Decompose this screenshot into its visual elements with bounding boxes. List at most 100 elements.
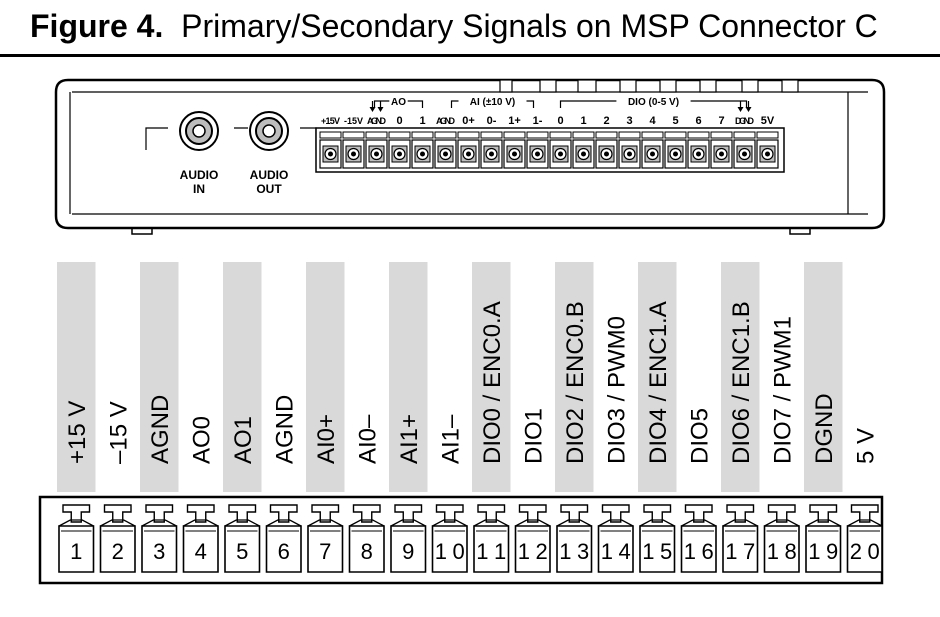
audio-out-label-line2: OUT — [256, 182, 282, 196]
signal-label-13: DIO2 / ENC0.B — [562, 301, 589, 464]
pin-number-1: 1 — [70, 539, 82, 564]
pin-shoulder-3 — [141, 519, 177, 527]
device-foot-left — [131, 228, 153, 235]
pin-body-15 — [639, 525, 676, 573]
group-dio-arrow-head — [745, 107, 752, 112]
group-dio-label: DIO (0-5 V) — [628, 97, 679, 108]
pin-latch-12 — [518, 504, 547, 523]
terminal-screw-center — [328, 151, 333, 157]
terminal-label-20: 5V — [761, 115, 775, 127]
pin-shoulder-13 — [556, 519, 592, 527]
pin-body-10 — [431, 525, 468, 573]
figure-label: Figure 4. — [30, 8, 164, 44]
terminal-screw-center — [673, 151, 678, 157]
terminal-screw-center — [351, 151, 356, 157]
group-ao-arrow-head — [377, 107, 384, 112]
terminal-label-5: 1 — [419, 115, 425, 127]
device-foot-right — [789, 228, 811, 235]
pin-number-5: 5 — [236, 539, 248, 564]
terminal-label-16: 5 — [672, 115, 678, 127]
signal-label-17: DIO6 / ENC1.B — [728, 301, 755, 464]
device-tab — [539, 79, 557, 93]
pin-body-19 — [805, 525, 842, 573]
pin-body-13 — [556, 525, 593, 573]
group-ao-label: AO — [391, 97, 406, 108]
terminal-latch — [388, 131, 411, 139]
signal-label-6: AGND — [271, 395, 298, 464]
terminal-screw-center — [696, 151, 701, 157]
pin-number-2: 2 — [112, 539, 124, 564]
pin-shoulder-8 — [349, 519, 385, 527]
signal-shade-5 — [223, 262, 262, 492]
pin-shoulder-12 — [515, 519, 551, 527]
pin-body-6 — [265, 525, 302, 573]
pin-number-9: 9 — [402, 539, 414, 564]
group-ai: AI (±10 V) — [450, 95, 535, 108]
device-tab — [659, 79, 677, 93]
device-tab — [699, 79, 717, 93]
pin-latch-14 — [601, 504, 630, 523]
terminal-latch — [526, 131, 549, 139]
pin-body-17 — [722, 525, 759, 573]
signal-shade-19 — [804, 262, 843, 492]
terminal-label-13: 2 — [603, 115, 609, 127]
terminal-screw-center — [581, 151, 586, 157]
pin-body-18 — [763, 525, 800, 573]
terminal-label-15: 4 — [649, 115, 656, 127]
terminal-label-7: 0+ — [462, 115, 475, 127]
pin-body-12 — [514, 525, 551, 573]
signal-label-20: 5 V — [852, 428, 879, 464]
pin-body-7 — [307, 525, 344, 573]
device-tab — [741, 79, 759, 93]
device-tab — [577, 79, 597, 93]
terminal-screw-center — [512, 151, 517, 157]
terminal-latch — [664, 131, 687, 139]
pin-latch-8 — [352, 504, 381, 523]
terminal-label-2: -15V — [344, 116, 363, 126]
terminal-latch — [457, 131, 480, 139]
device-tab — [499, 79, 513, 93]
audio-in-jack-hole — [192, 124, 206, 138]
terminal-screw-center — [558, 151, 563, 157]
device-tab — [619, 79, 637, 93]
pin-body-20 — [846, 525, 883, 573]
pin-shoulder-1 — [58, 519, 94, 527]
terminal-latch — [434, 131, 457, 139]
pin-shoulder-19 — [805, 519, 841, 527]
terminal-latch — [756, 131, 779, 139]
pin-latch-9 — [394, 504, 423, 523]
pin-latch-11 — [477, 504, 506, 523]
terminal-screw-center — [627, 151, 632, 157]
signal-label-16: DIO5 — [686, 408, 713, 464]
pin-body-4 — [182, 525, 219, 573]
pin-body-11 — [473, 525, 510, 573]
pin-shoulder-15 — [639, 519, 675, 527]
pin-body-9 — [390, 525, 427, 573]
terminal-latch — [641, 131, 664, 139]
signal-label-12: DIO1 — [520, 408, 547, 464]
title-rule — [0, 54, 940, 57]
pin-shoulder-4 — [183, 519, 219, 527]
signal-columns: +15 V –15 V AGND AO0 AO1 AGND AI0+ AI0– AI1+ AI1–… — [57, 262, 879, 492]
pin-latch-2 — [103, 504, 132, 523]
terminal-label-10: 1- — [533, 115, 543, 127]
group-dio: DIO (0-5 V) — [559, 95, 752, 112]
terminal-latch — [319, 131, 342, 139]
terminal-label-17: 6 — [695, 115, 701, 127]
signal-label-10: AI1– — [437, 414, 464, 464]
pin-number-8: 8 — [361, 539, 373, 564]
pin-shoulder-18 — [764, 519, 800, 527]
terminal-screw-center — [719, 151, 724, 157]
pin-shoulder-2 — [100, 519, 136, 527]
pin-latch-18 — [767, 504, 796, 523]
pin-latch-17 — [726, 504, 755, 523]
pin-shoulder-14 — [598, 519, 634, 527]
pin-shoulder-16 — [681, 519, 717, 527]
pin-latch-15 — [643, 504, 672, 523]
terminal-latch — [480, 131, 503, 139]
terminal-label-3: AGND — [367, 116, 387, 126]
terminal-screw-center — [489, 151, 494, 157]
device-edge-lines — [72, 91, 868, 215]
pin-latch-3 — [145, 504, 174, 523]
